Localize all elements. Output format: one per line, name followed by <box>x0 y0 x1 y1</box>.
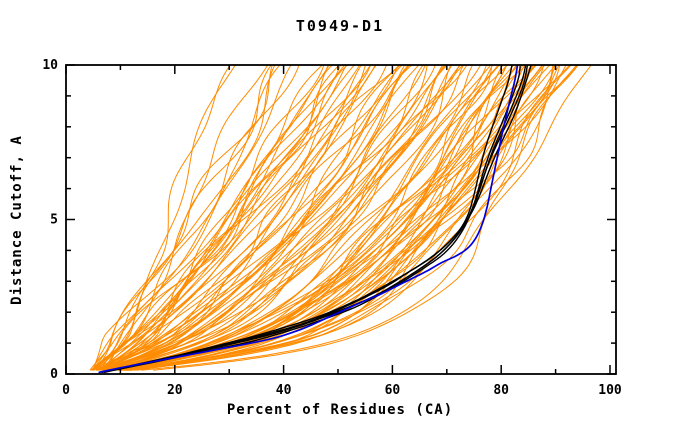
model-curve <box>126 65 567 371</box>
y-tick-label: 0 <box>50 367 58 382</box>
axis-ticks <box>65 64 616 375</box>
model-curve <box>110 65 420 371</box>
model-black-5 <box>103 65 528 373</box>
chart-title: T0949-D1 <box>295 17 385 35</box>
model-curve <box>91 65 361 371</box>
tick-labels: 0 20 40 60 80 100 0 5 10 <box>42 58 622 398</box>
model-curve <box>109 65 508 371</box>
model-black-2 <box>101 65 521 374</box>
model-curve <box>114 65 504 371</box>
model-curve <box>108 65 341 371</box>
model-curve <box>103 65 406 371</box>
model-curve <box>104 65 410 371</box>
model-curve <box>92 65 292 371</box>
model-curve <box>134 65 578 371</box>
model-curve <box>97 65 409 371</box>
y-tick-label: 10 <box>42 58 58 73</box>
model-curve <box>124 65 519 371</box>
model-curve <box>99 65 446 371</box>
model-curve <box>91 65 340 371</box>
x-tick-label: 100 <box>598 383 622 398</box>
model-curve <box>129 65 572 371</box>
model-curve <box>96 65 300 371</box>
black-model-curves <box>101 65 532 374</box>
model-curve <box>124 65 499 371</box>
model-curve <box>109 65 543 371</box>
model-curve <box>108 65 424 371</box>
model-curve <box>106 65 453 371</box>
model-curve <box>103 65 387 371</box>
model-curve <box>97 65 409 371</box>
model-curve <box>93 65 348 371</box>
model-curve <box>128 65 560 371</box>
model-curve <box>103 65 426 371</box>
model-curve <box>118 65 536 371</box>
x-tick-label: 20 <box>167 383 183 398</box>
model-curve <box>101 65 362 371</box>
model-curve <box>96 65 329 371</box>
model-curve <box>103 65 236 371</box>
x-tick-label: 60 <box>385 383 401 398</box>
model-curve <box>101 65 376 371</box>
model-curve <box>99 65 460 371</box>
model-curve <box>117 65 534 371</box>
model-curve <box>100 65 231 371</box>
model-curve <box>104 65 464 371</box>
x-tick-label: 80 <box>493 383 509 398</box>
model-curve <box>109 65 493 371</box>
selected-model-blue <box>98 65 519 374</box>
model-curve <box>130 65 577 371</box>
model-curve <box>110 65 464 371</box>
x-tick-label: 40 <box>276 383 292 398</box>
model-curve <box>109 65 492 371</box>
model-curve <box>107 65 413 371</box>
model-curve <box>114 65 443 371</box>
model-curve <box>93 65 330 371</box>
model-curve <box>106 65 269 371</box>
x-tick-label: 0 <box>62 383 70 398</box>
model-curve <box>114 65 448 371</box>
y-tick-label: 5 <box>50 213 58 228</box>
model-curve <box>121 65 508 371</box>
model-curve <box>120 65 527 371</box>
model-curve <box>97 65 325 371</box>
model-curve <box>89 65 347 371</box>
model-curve <box>112 65 461 371</box>
model-curve <box>92 65 400 371</box>
model-curve <box>91 65 276 371</box>
model-curve <box>118 65 500 371</box>
model-curve <box>92 65 281 371</box>
y-axis-label: Distance Cutoff, A <box>9 135 25 305</box>
model-black-4 <box>109 65 532 372</box>
blue-model-curve <box>98 65 519 374</box>
model-curve <box>104 65 468 371</box>
model-curve <box>136 65 551 371</box>
x-axis-label: Percent of Residues (CA) <box>226 402 454 418</box>
